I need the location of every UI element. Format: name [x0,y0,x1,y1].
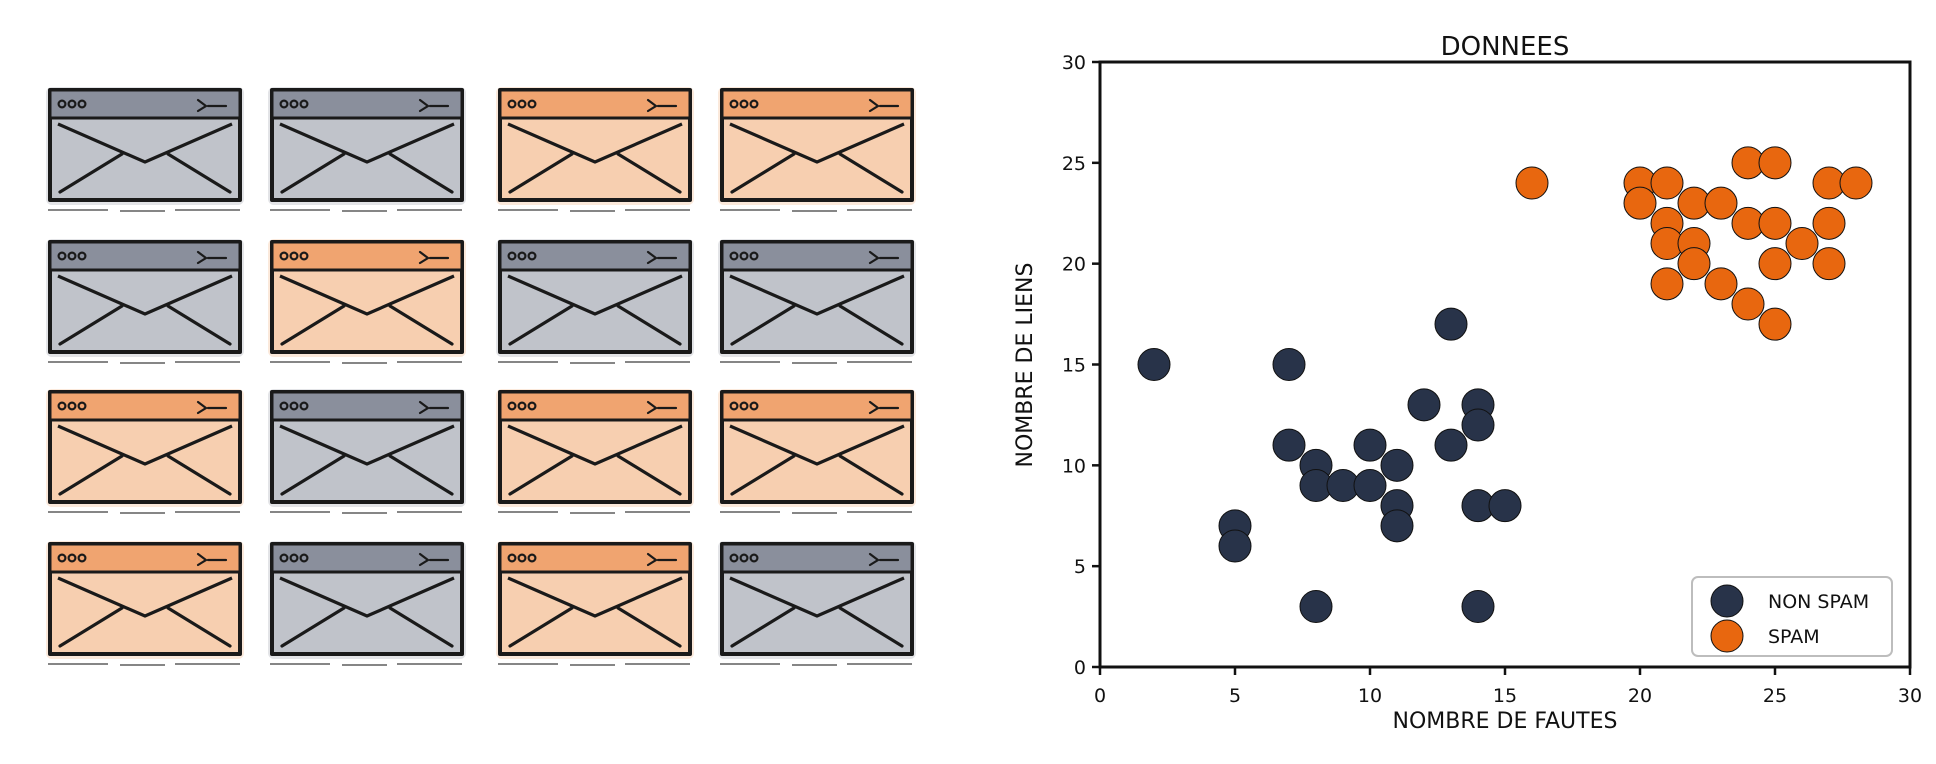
data-point-non-spam [1434,307,1468,341]
data-point-spam [1812,206,1846,240]
data-point-spam [1758,307,1792,341]
y-tick-label: 20 [1062,254,1086,276]
envelope-window-icon [718,389,916,514]
envelope-window-icon [268,541,466,666]
envelope-window-icon [46,87,244,212]
y-tick-label: 5 [1074,556,1086,578]
data-point-spam [1758,247,1792,281]
legend-marker-spam [1710,619,1744,653]
x-tick-label: 0 [1094,685,1106,707]
y-tick-label: 30 [1062,52,1086,74]
envelope-window-icon [718,239,916,364]
x-tick-label: 20 [1628,685,1652,707]
email-illustration [0,0,960,760]
data-point-non-spam [1137,348,1171,381]
data-point-spam [1758,206,1792,240]
envelope-window-icon [46,239,244,364]
chart-title: DONNEES [1441,32,1570,62]
x-tick-label: 25 [1763,685,1787,707]
legend-label-non-spam: NON SPAM [1768,591,1869,613]
data-point-non-spam [1272,348,1306,381]
data-point-non-spam [1299,590,1333,623]
data-point-spam [1785,227,1819,260]
x-tick-label: 5 [1229,685,1241,707]
data-point-spam [1515,166,1549,200]
x-tick-label: 30 [1898,685,1922,707]
y-tick-label: 0 [1074,657,1086,679]
envelope-window-icon [718,87,916,212]
data-point-non-spam [1353,428,1387,462]
data-points [1137,146,1873,623]
data-point-non-spam [1434,428,1468,462]
data-point-spam [1677,247,1711,281]
axis-ticks: 0 5 10 15 20 25 30 0 5 10 15 20 25 30 [1062,52,1922,707]
data-point-non-spam [1218,529,1252,563]
envelope-window-icon [496,239,694,364]
envelope-window-icon [496,87,694,212]
data-point-spam [1704,267,1738,301]
data-point-spam [1704,186,1738,220]
data-point-non-spam [1380,509,1414,543]
data-point-non-spam [1407,388,1441,422]
y-axis-label: NOMBRE DE LIENS [1013,263,1038,468]
envelope-window-icon [718,541,916,666]
y-tick-label: 15 [1062,355,1086,377]
envelope-window-icon [496,389,694,514]
envelope-window-icon [268,239,466,364]
data-point-spam [1839,166,1873,200]
x-axis-label: NOMBRE DE FAUTES [1393,709,1618,734]
data-point-non-spam [1461,408,1495,442]
data-point-non-spam [1380,448,1414,482]
envelope-grid [46,87,916,666]
envelope-window-icon [268,389,466,514]
data-point-non-spam [1272,428,1306,462]
envelope-window-icon [268,87,466,212]
x-tick-label: 15 [1493,685,1517,707]
data-point-spam [1650,166,1684,200]
data-point-spam [1731,287,1765,321]
x-tick-label: 10 [1358,685,1382,707]
y-tick-label: 10 [1062,455,1086,477]
scatter-chart: DONNEES NOMBRE DE FAUTES NOMBRE DE LIENS… [1013,32,1922,734]
data-point-spam [1812,247,1846,281]
legend-label-spam: SPAM [1768,626,1820,648]
data-point-non-spam [1461,590,1495,623]
envelope-window-icon [496,541,694,666]
data-point-non-spam [1353,469,1387,502]
data-point-spam [1758,146,1792,180]
envelope-window-icon [46,389,244,514]
data-point-spam [1623,186,1657,220]
envelope-window-icon [46,541,244,666]
data-point-non-spam [1488,489,1522,523]
data-point-spam [1650,267,1684,301]
legend-marker-non-spam [1710,584,1744,618]
y-tick-label: 25 [1062,153,1086,175]
legend: NON SPAM SPAM [1691,576,1893,657]
